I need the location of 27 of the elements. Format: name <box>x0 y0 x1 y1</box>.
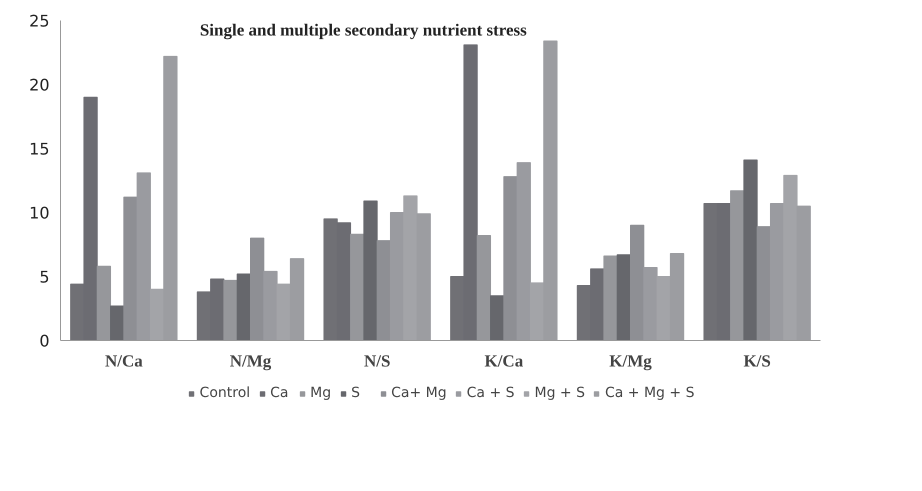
legend-label: Ca + S <box>466 385 515 401</box>
x-tick-label: K/Ca <box>484 352 524 370</box>
x-tick-label: K/Mg <box>609 352 652 370</box>
legend-label: Control <box>200 385 250 401</box>
x-tick-label: N/Ca <box>104 352 144 370</box>
legend-label: Mg <box>310 385 332 401</box>
y-tick-label: 25 <box>29 12 50 30</box>
bar <box>743 160 758 340</box>
x-tick-label: N/S <box>364 352 390 370</box>
x-tick-label: N/Mg <box>230 352 272 370</box>
legend-label: Ca+ Mg <box>391 385 447 401</box>
legend-label: Ca + Mg + S <box>604 385 694 401</box>
y-tick-label: 0 <box>39 332 50 350</box>
y-tick-label: 10 <box>29 204 50 222</box>
bar <box>616 254 631 340</box>
y-tick-label: 15 <box>29 140 50 158</box>
legend-label: Mg + S <box>534 385 585 401</box>
y-tick-label: 5 <box>39 268 50 286</box>
bar <box>110 305 124 340</box>
bar <box>363 200 378 340</box>
bar <box>490 295 504 340</box>
y-tick-label: 20 <box>29 76 50 94</box>
chart-title: Single and multiple secondary nutrient stress <box>200 20 528 40</box>
x-tick-label: K/S <box>743 352 771 370</box>
bar <box>236 273 251 340</box>
legend-label: S <box>351 385 361 401</box>
legend-label: Ca <box>270 385 290 401</box>
